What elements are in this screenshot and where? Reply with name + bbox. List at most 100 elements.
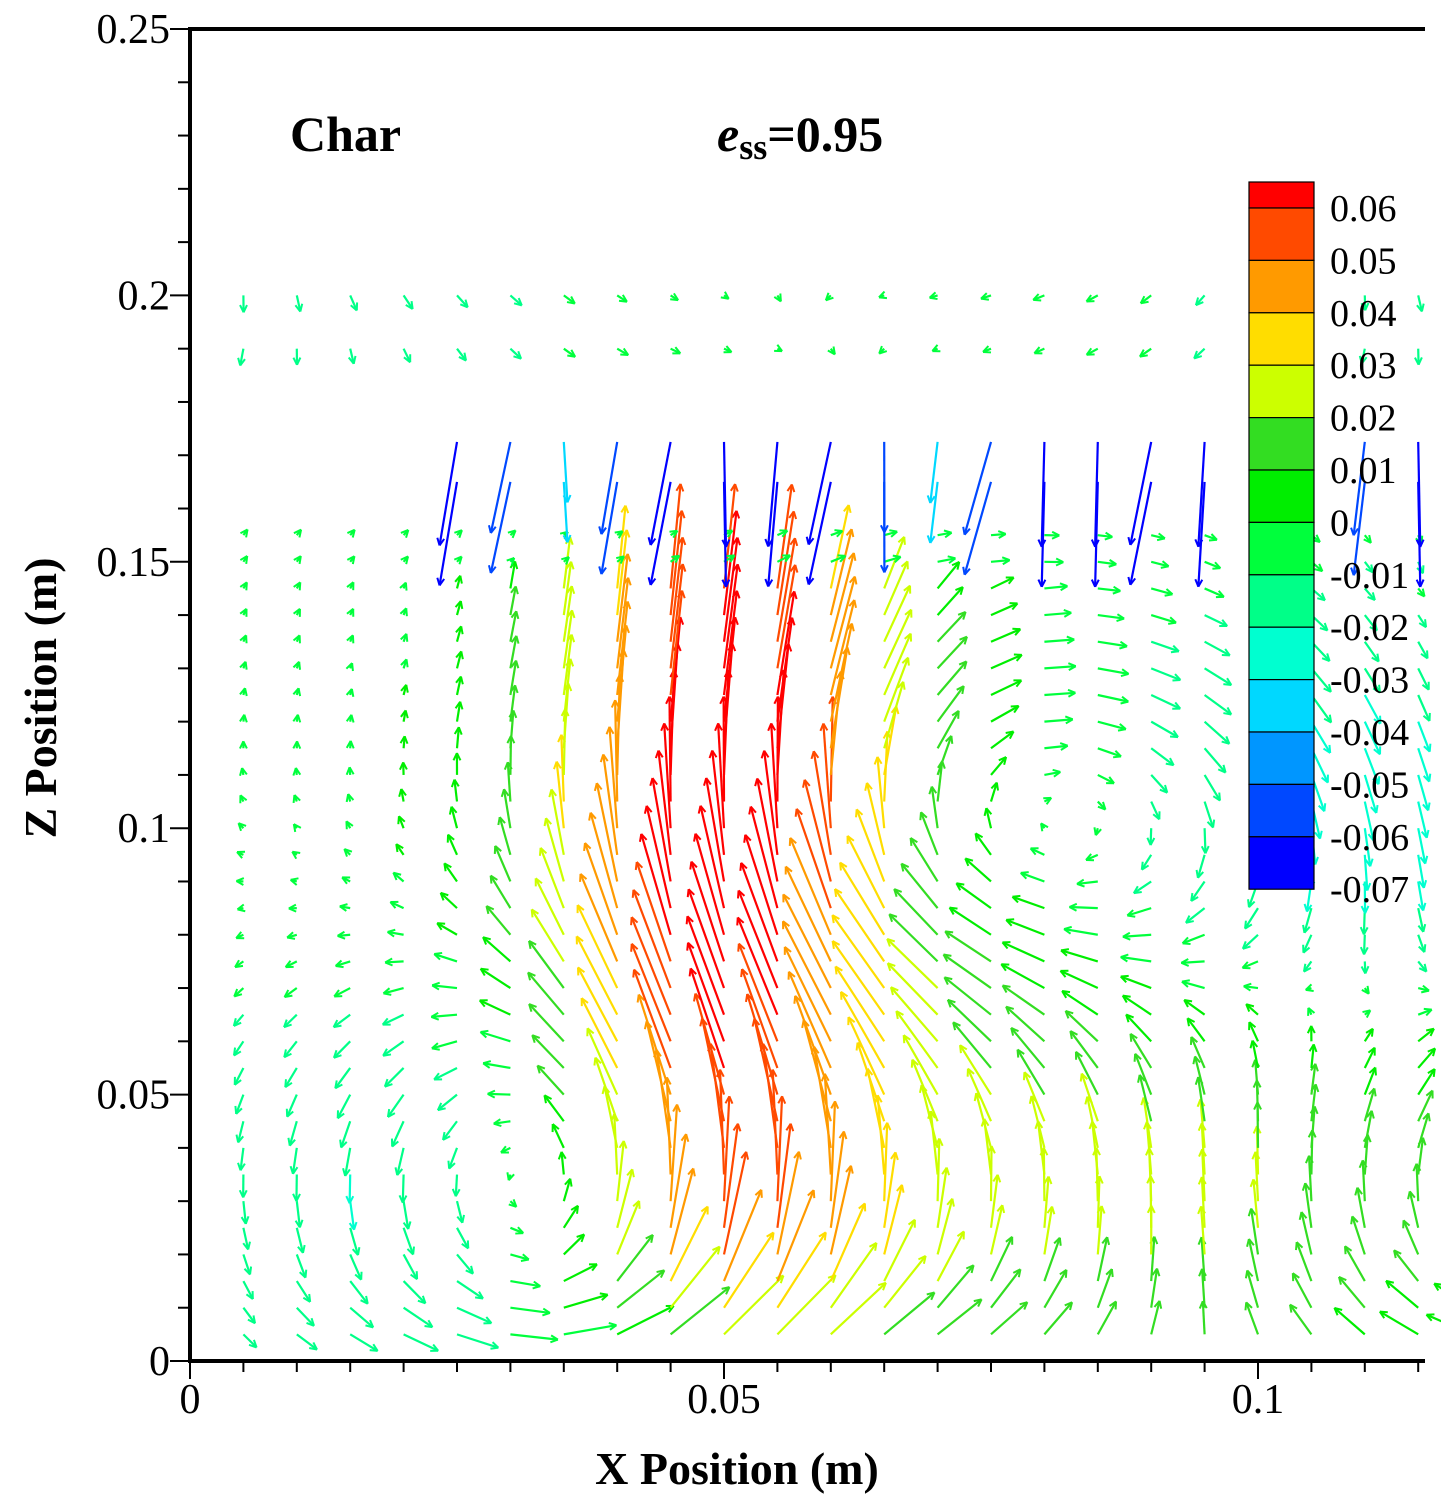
velocity-arrow bbox=[990, 556, 1011, 566]
velocity-arrow bbox=[398, 1174, 408, 1204]
velocity-arrow bbox=[1307, 1007, 1316, 1016]
velocity-arrow bbox=[576, 966, 619, 1042]
velocity-arrow bbox=[1363, 614, 1378, 632]
velocity-arrow bbox=[239, 581, 248, 591]
velocity-arrow bbox=[506, 556, 516, 566]
velocity-arrow bbox=[1150, 640, 1180, 654]
velocity-arrow bbox=[1338, 1275, 1366, 1309]
velocity-arrow bbox=[551, 1123, 565, 1149]
velocity-arrow bbox=[1362, 1009, 1372, 1018]
velocity-arrow bbox=[1139, 294, 1152, 305]
velocity-arrow bbox=[697, 805, 726, 909]
velocity-arrow bbox=[776, 1231, 827, 1309]
velocity-arrow bbox=[557, 1151, 567, 1175]
velocity-arrow bbox=[510, 1306, 551, 1317]
velocity-arrow bbox=[990, 530, 1007, 539]
velocity-arrow bbox=[506, 1172, 515, 1181]
velocity-arrow bbox=[1044, 688, 1076, 698]
velocity-arrow bbox=[1416, 295, 1425, 313]
velocity-arrow bbox=[1244, 1269, 1260, 1309]
velocity-arrow bbox=[497, 816, 512, 856]
velocity-arrow bbox=[332, 1040, 351, 1059]
velocity-arrow bbox=[1417, 881, 1427, 912]
velocity-arrow bbox=[774, 344, 783, 353]
velocity-arrow bbox=[829, 1241, 878, 1309]
velocity-arrow bbox=[239, 767, 248, 777]
velocity-arrow bbox=[1020, 871, 1045, 883]
velocity-arrow bbox=[1097, 800, 1107, 811]
velocity-arrow bbox=[456, 1333, 500, 1350]
velocity-arrow bbox=[400, 555, 410, 565]
velocity-arrow bbox=[482, 1060, 511, 1070]
velocity-arrow bbox=[1363, 587, 1376, 601]
velocity-arrow bbox=[1363, 828, 1374, 867]
velocity-arrow bbox=[781, 920, 832, 1016]
velocity-arrow bbox=[349, 1333, 379, 1352]
velocity-arrow bbox=[764, 481, 779, 587]
velocity-arrow bbox=[1417, 1047, 1437, 1069]
velocity-arrow bbox=[242, 1307, 257, 1325]
colorbar-label: 0.05 bbox=[1330, 240, 1397, 282]
velocity-arrow bbox=[576, 904, 619, 989]
velocity-arrow bbox=[400, 529, 410, 538]
velocity-arrow bbox=[1360, 295, 1370, 311]
velocity-arrow bbox=[456, 1253, 474, 1275]
velocity-arrow bbox=[855, 1041, 886, 1122]
velocity-arrow bbox=[288, 903, 297, 913]
velocity-arrow bbox=[1097, 640, 1128, 650]
velocity-arrow bbox=[233, 1067, 245, 1086]
velocity-arrow bbox=[531, 1034, 565, 1069]
y-axis-ticks: 0 0.05 0.1 0.15 0.2 0.25 bbox=[97, 7, 190, 1385]
velocity-arrow bbox=[1132, 880, 1152, 895]
velocity-arrow bbox=[1063, 925, 1098, 936]
velocity-arrow bbox=[864, 1068, 886, 1149]
velocity-arrow bbox=[632, 968, 672, 1069]
velocity-arrow bbox=[1044, 715, 1074, 725]
velocity-arrow bbox=[669, 1245, 721, 1309]
y-tick-label: 0.25 bbox=[97, 7, 171, 53]
velocity-arrow bbox=[631, 889, 672, 989]
velocity-arrow bbox=[693, 833, 726, 936]
velocity-arrow bbox=[1363, 641, 1380, 663]
velocity-arrow bbox=[452, 752, 462, 775]
velocity-arrow bbox=[990, 576, 1015, 590]
velocity-arrow bbox=[402, 1227, 415, 1256]
velocity-arrow bbox=[1249, 1039, 1260, 1069]
velocity-arrow bbox=[721, 441, 731, 548]
velocity-arrow bbox=[819, 722, 832, 829]
velocity-arrow bbox=[900, 862, 939, 909]
velocity-arrow bbox=[455, 1200, 465, 1224]
velocity-arrow bbox=[943, 976, 992, 1016]
velocity-arrow bbox=[455, 675, 464, 696]
velocity-arrow bbox=[722, 1123, 742, 1228]
velocity-arrow bbox=[643, 805, 672, 909]
velocity-arrow bbox=[1243, 982, 1259, 992]
velocity-arrow bbox=[722, 1095, 734, 1202]
velocity-arrow bbox=[1354, 1187, 1366, 1229]
velocity-arrow bbox=[936, 586, 964, 616]
velocity-arrow bbox=[1363, 721, 1382, 756]
velocity-arrow bbox=[339, 1120, 352, 1149]
velocity-arrow bbox=[233, 987, 245, 998]
velocity-arrow bbox=[400, 709, 409, 722]
velocity-arrow bbox=[886, 937, 939, 989]
velocity-arrow bbox=[239, 714, 248, 723]
velocity-arrow bbox=[1150, 587, 1174, 597]
velocity-arrow bbox=[292, 823, 302, 833]
velocity-arrow bbox=[1190, 880, 1206, 902]
colorbar-label: -0.05 bbox=[1330, 764, 1409, 806]
velocity-arrow bbox=[292, 661, 302, 670]
velocity-arrow bbox=[295, 1227, 306, 1254]
velocity-arrow bbox=[543, 1094, 565, 1122]
y-tick-label: 0.05 bbox=[97, 1073, 171, 1119]
velocity-arrow bbox=[1005, 1005, 1046, 1043]
velocity-arrow bbox=[1044, 530, 1060, 540]
velocity-arrow bbox=[1198, 1300, 1208, 1335]
velocity-arrow bbox=[669, 1205, 709, 1282]
velocity-arrow bbox=[237, 348, 246, 367]
velocity-arrow bbox=[928, 785, 939, 829]
velocity-arrow bbox=[1150, 720, 1179, 739]
velocity-arrow bbox=[1298, 1211, 1313, 1255]
velocity-arrow bbox=[1133, 1053, 1153, 1096]
velocity-arrow bbox=[802, 779, 832, 882]
